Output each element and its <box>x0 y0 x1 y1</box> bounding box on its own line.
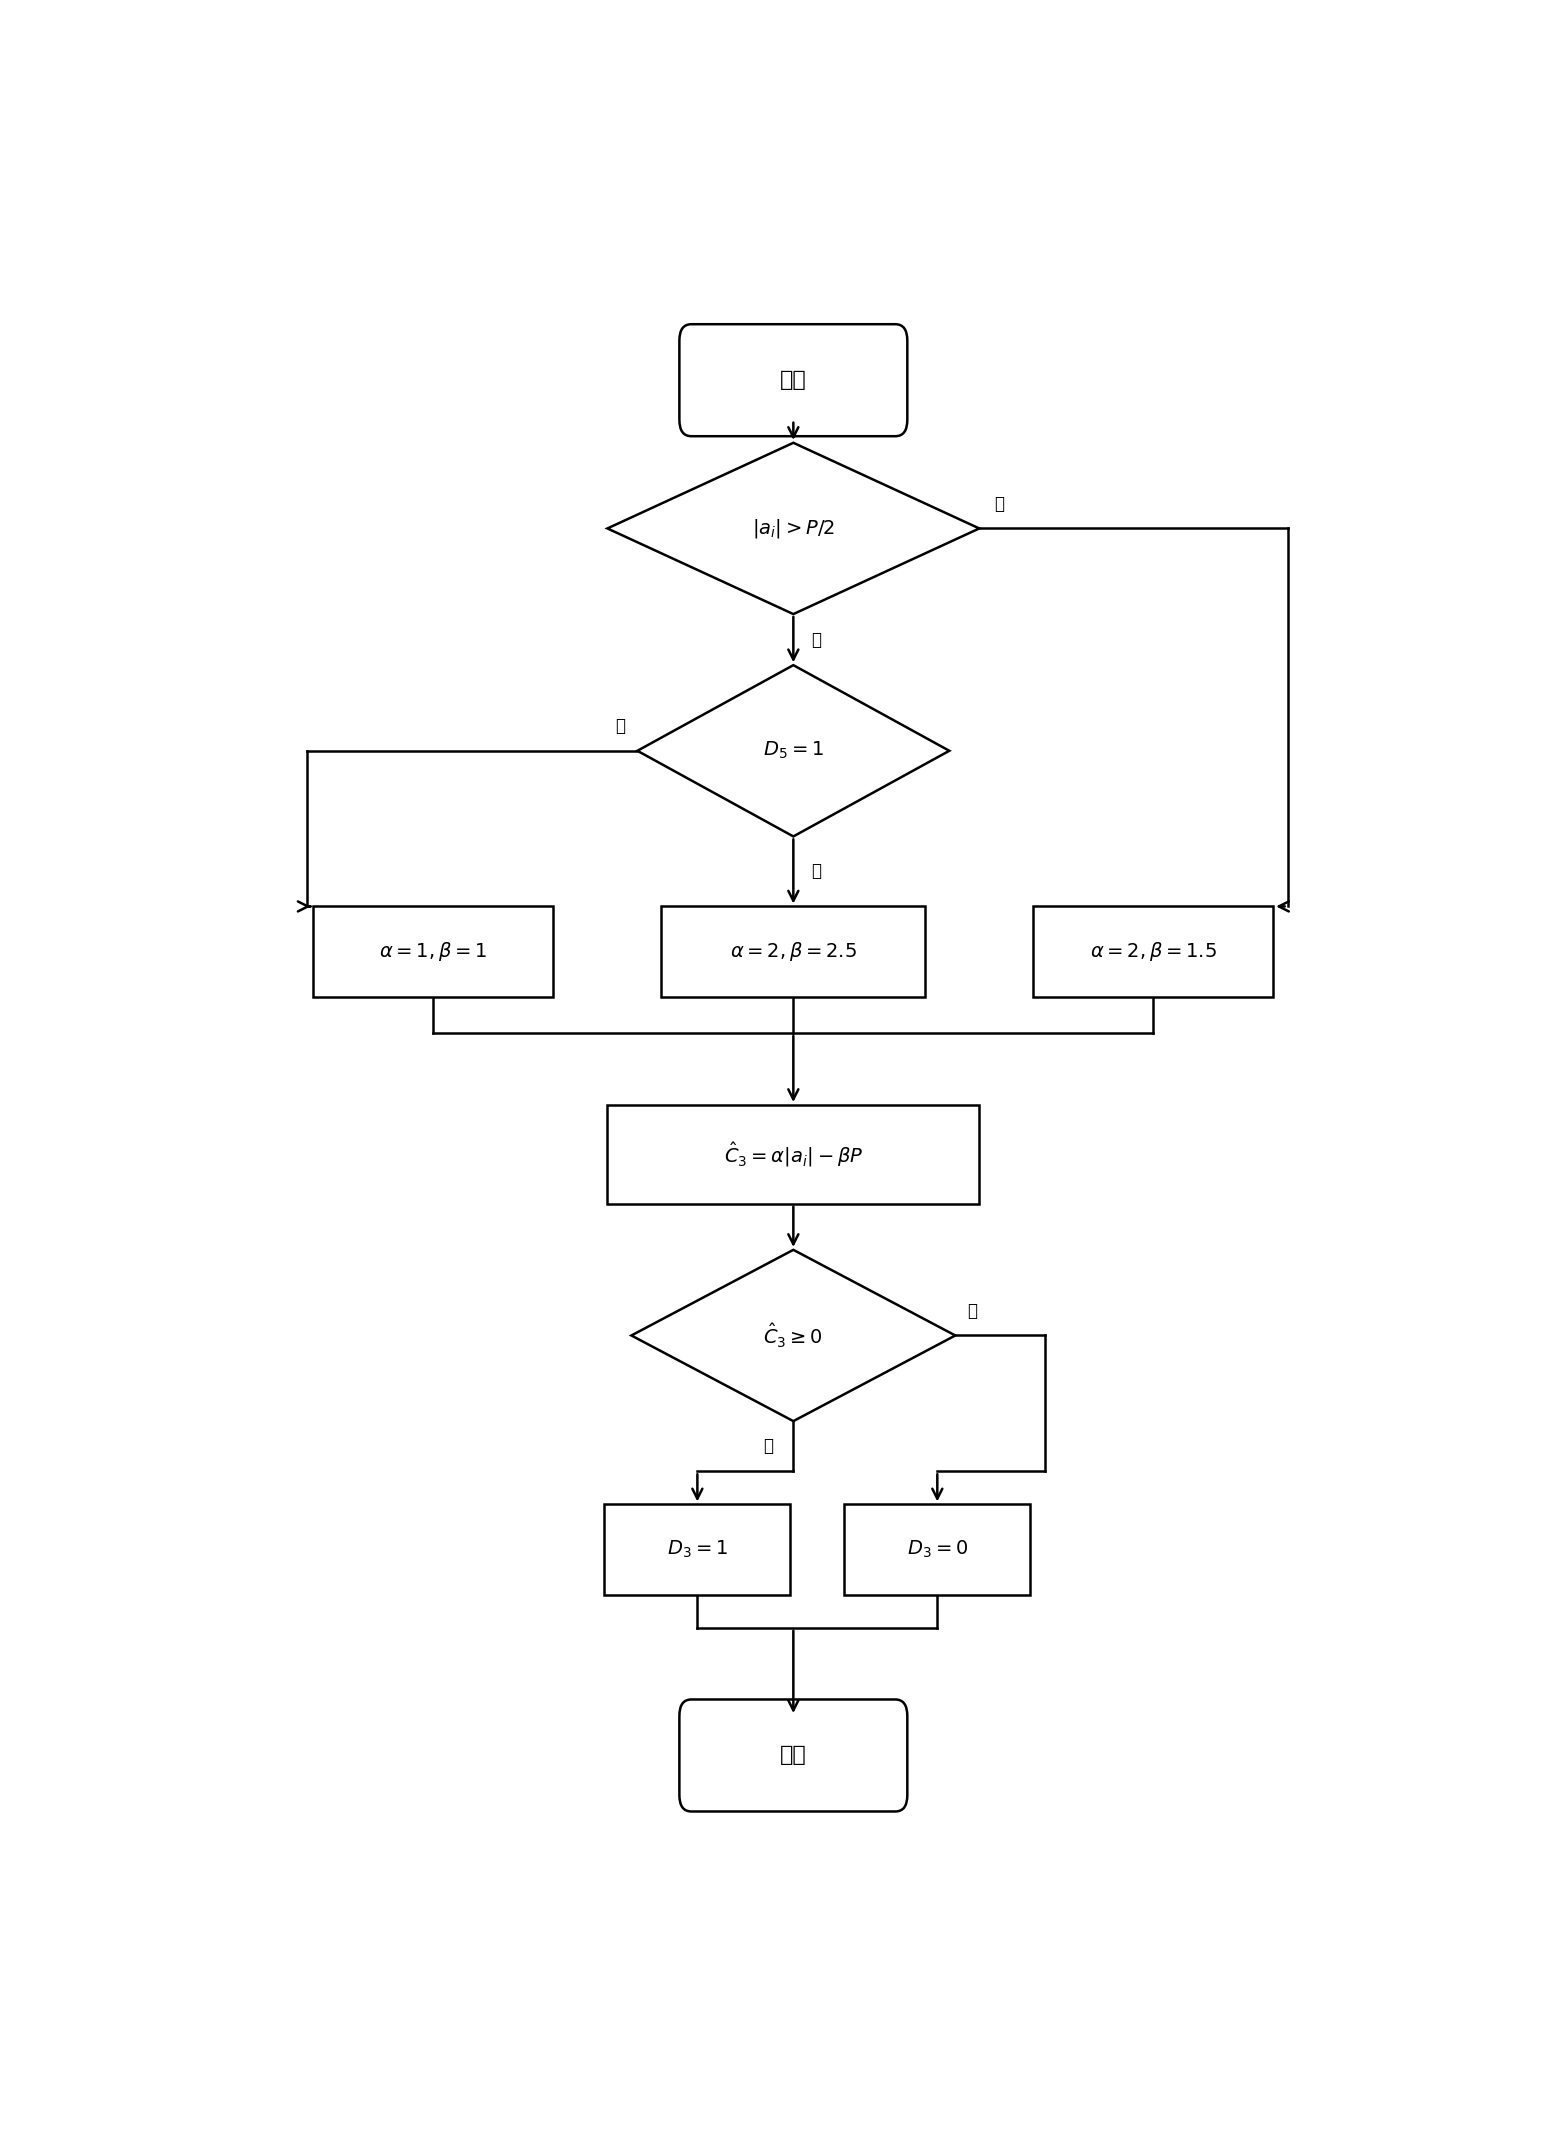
FancyBboxPatch shape <box>680 325 907 436</box>
Text: 否: 否 <box>616 717 625 736</box>
Text: $|a_i|>P/2$: $|a_i|>P/2$ <box>752 518 834 539</box>
Text: $D_5=1$: $D_5=1$ <box>763 740 824 761</box>
FancyBboxPatch shape <box>680 1701 907 1812</box>
Bar <box>604 1504 791 1596</box>
Text: 结束: 结束 <box>780 1745 807 1765</box>
Text: 是: 是 <box>811 862 822 881</box>
Text: $D_3=0$: $D_3=0$ <box>907 1538 968 1559</box>
Text: $\hat{C}_3\geq 0$: $\hat{C}_3\geq 0$ <box>763 1322 824 1350</box>
Polygon shape <box>632 1249 955 1420</box>
Text: $\alpha=2, \beta=2.5$: $\alpha=2, \beta=2.5$ <box>731 941 856 963</box>
Text: $\hat{C}_3=\alpha|a_i|-\beta P$: $\hat{C}_3=\alpha|a_i|-\beta P$ <box>723 1140 864 1168</box>
Text: 否: 否 <box>968 1303 977 1320</box>
Bar <box>844 1504 1031 1596</box>
Text: $D_3=1$: $D_3=1$ <box>667 1538 728 1559</box>
Text: 否: 否 <box>994 494 1003 513</box>
Text: 是: 是 <box>811 631 822 648</box>
Bar <box>313 907 554 997</box>
Polygon shape <box>638 665 949 836</box>
Polygon shape <box>607 443 980 614</box>
Bar <box>607 1106 980 1204</box>
Bar <box>661 907 926 997</box>
Text: 是: 是 <box>763 1437 772 1455</box>
Text: $\alpha=2, \beta=1.5$: $\alpha=2, \beta=1.5$ <box>1090 941 1217 963</box>
Text: $\alpha=1, \beta=1$: $\alpha=1, \beta=1$ <box>379 941 488 963</box>
Text: 开始: 开始 <box>780 370 807 389</box>
Bar <box>1034 907 1272 997</box>
